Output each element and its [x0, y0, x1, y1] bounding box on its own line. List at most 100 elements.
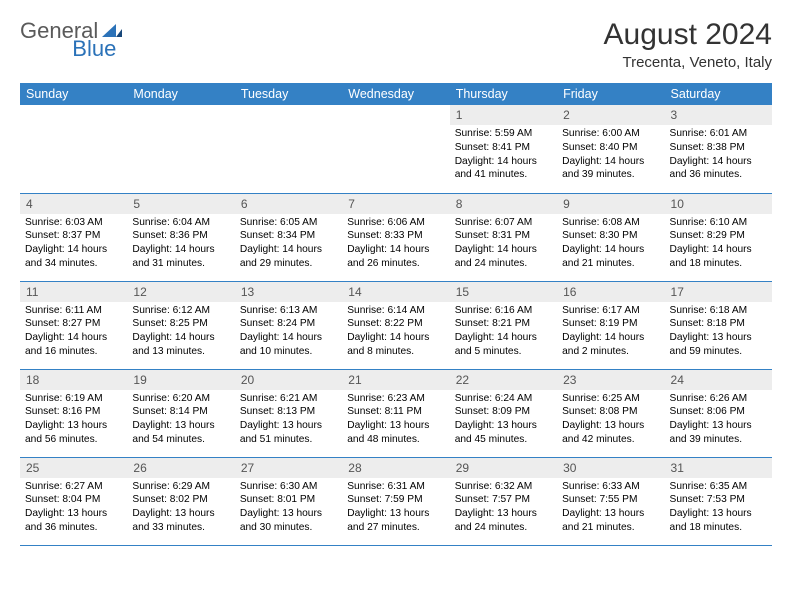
calendar-body: 1Sunrise: 5:59 AMSunset: 8:41 PMDaylight… [20, 105, 772, 545]
calendar-cell: 13Sunrise: 6:13 AMSunset: 8:24 PMDayligh… [235, 281, 342, 369]
day-number: 26 [127, 458, 234, 478]
day-data: Sunrise: 6:33 AMSunset: 7:55 PMDaylight:… [557, 478, 664, 539]
calendar-cell: 8Sunrise: 6:07 AMSunset: 8:31 PMDaylight… [450, 193, 557, 281]
day-data: Sunrise: 6:10 AMSunset: 8:29 PMDaylight:… [665, 214, 772, 275]
day-data: Sunrise: 6:18 AMSunset: 8:18 PMDaylight:… [665, 302, 772, 363]
day-number: 15 [450, 282, 557, 302]
calendar-cell: 7Sunrise: 6:06 AMSunset: 8:33 PMDaylight… [342, 193, 449, 281]
calendar-cell: 12Sunrise: 6:12 AMSunset: 8:25 PMDayligh… [127, 281, 234, 369]
calendar-cell: 11Sunrise: 6:11 AMSunset: 8:27 PMDayligh… [20, 281, 127, 369]
calendar-row: 25Sunrise: 6:27 AMSunset: 8:04 PMDayligh… [20, 457, 772, 545]
header: General Blue August 2024 Trecenta, Venet… [20, 18, 772, 71]
page-subtitle: Trecenta, Veneto, Italy [604, 54, 772, 71]
day-data: Sunrise: 6:30 AMSunset: 8:01 PMDaylight:… [235, 478, 342, 539]
day-data: Sunrise: 6:23 AMSunset: 8:11 PMDaylight:… [342, 390, 449, 451]
logo: General Blue [20, 18, 170, 44]
calendar-cell: 17Sunrise: 6:18 AMSunset: 8:18 PMDayligh… [665, 281, 772, 369]
day-data: Sunrise: 6:29 AMSunset: 8:02 PMDaylight:… [127, 478, 234, 539]
day-number: 9 [557, 194, 664, 214]
day-data: Sunrise: 6:06 AMSunset: 8:33 PMDaylight:… [342, 214, 449, 275]
weekday-header: Sunday [20, 83, 127, 105]
calendar-cell: 2Sunrise: 6:00 AMSunset: 8:40 PMDaylight… [557, 105, 664, 193]
calendar-cell: 4Sunrise: 6:03 AMSunset: 8:37 PMDaylight… [20, 193, 127, 281]
calendar-cell: 5Sunrise: 6:04 AMSunset: 8:36 PMDaylight… [127, 193, 234, 281]
day-number: 21 [342, 370, 449, 390]
calendar-cell: 18Sunrise: 6:19 AMSunset: 8:16 PMDayligh… [20, 369, 127, 457]
calendar-cell [127, 105, 234, 193]
day-number: 30 [557, 458, 664, 478]
calendar-cell: 26Sunrise: 6:29 AMSunset: 8:02 PMDayligh… [127, 457, 234, 545]
day-data: Sunrise: 6:27 AMSunset: 8:04 PMDaylight:… [20, 478, 127, 539]
calendar-cell: 3Sunrise: 6:01 AMSunset: 8:38 PMDaylight… [665, 105, 772, 193]
calendar-cell [235, 105, 342, 193]
day-number: 4 [20, 194, 127, 214]
day-data: Sunrise: 6:04 AMSunset: 8:36 PMDaylight:… [127, 214, 234, 275]
calendar-cell: 28Sunrise: 6:31 AMSunset: 7:59 PMDayligh… [342, 457, 449, 545]
day-number: 28 [342, 458, 449, 478]
day-number: 16 [557, 282, 664, 302]
day-data: Sunrise: 6:24 AMSunset: 8:09 PMDaylight:… [450, 390, 557, 451]
calendar-cell: 29Sunrise: 6:32 AMSunset: 7:57 PMDayligh… [450, 457, 557, 545]
day-number: 31 [665, 458, 772, 478]
calendar-row: 4Sunrise: 6:03 AMSunset: 8:37 PMDaylight… [20, 193, 772, 281]
calendar-cell: 24Sunrise: 6:26 AMSunset: 8:06 PMDayligh… [665, 369, 772, 457]
day-data: Sunrise: 6:13 AMSunset: 8:24 PMDaylight:… [235, 302, 342, 363]
logo-text-blue: Blue [72, 36, 116, 62]
page-title: August 2024 [604, 18, 772, 52]
day-data: Sunrise: 6:01 AMSunset: 8:38 PMDaylight:… [665, 125, 772, 186]
day-data: Sunrise: 6:16 AMSunset: 8:21 PMDaylight:… [450, 302, 557, 363]
day-data: Sunrise: 5:59 AMSunset: 8:41 PMDaylight:… [450, 125, 557, 186]
weekday-header: Saturday [665, 83, 772, 105]
day-data: Sunrise: 6:26 AMSunset: 8:06 PMDaylight:… [665, 390, 772, 451]
calendar-cell: 20Sunrise: 6:21 AMSunset: 8:13 PMDayligh… [235, 369, 342, 457]
weekday-header: Monday [127, 83, 234, 105]
calendar-cell: 10Sunrise: 6:10 AMSunset: 8:29 PMDayligh… [665, 193, 772, 281]
day-data: Sunrise: 6:05 AMSunset: 8:34 PMDaylight:… [235, 214, 342, 275]
day-data: Sunrise: 6:21 AMSunset: 8:13 PMDaylight:… [235, 390, 342, 451]
calendar-row: 18Sunrise: 6:19 AMSunset: 8:16 PMDayligh… [20, 369, 772, 457]
day-data: Sunrise: 6:17 AMSunset: 8:19 PMDaylight:… [557, 302, 664, 363]
calendar-cell: 22Sunrise: 6:24 AMSunset: 8:09 PMDayligh… [450, 369, 557, 457]
day-number: 10 [665, 194, 772, 214]
day-data: Sunrise: 6:25 AMSunset: 8:08 PMDaylight:… [557, 390, 664, 451]
day-number: 17 [665, 282, 772, 302]
weekday-header: Wednesday [342, 83, 449, 105]
day-data: Sunrise: 6:08 AMSunset: 8:30 PMDaylight:… [557, 214, 664, 275]
weekday-header: Thursday [450, 83, 557, 105]
day-number: 5 [127, 194, 234, 214]
day-number: 1 [450, 105, 557, 125]
calendar-cell: 16Sunrise: 6:17 AMSunset: 8:19 PMDayligh… [557, 281, 664, 369]
day-data: Sunrise: 6:19 AMSunset: 8:16 PMDaylight:… [20, 390, 127, 451]
day-number: 3 [665, 105, 772, 125]
day-data: Sunrise: 6:00 AMSunset: 8:40 PMDaylight:… [557, 125, 664, 186]
calendar-cell: 31Sunrise: 6:35 AMSunset: 7:53 PMDayligh… [665, 457, 772, 545]
calendar-cell: 1Sunrise: 5:59 AMSunset: 8:41 PMDaylight… [450, 105, 557, 193]
weekday-header-row: SundayMondayTuesdayWednesdayThursdayFrid… [20, 83, 772, 105]
day-data: Sunrise: 6:03 AMSunset: 8:37 PMDaylight:… [20, 214, 127, 275]
day-number: 13 [235, 282, 342, 302]
title-block: August 2024 Trecenta, Veneto, Italy [604, 18, 772, 71]
day-data: Sunrise: 6:35 AMSunset: 7:53 PMDaylight:… [665, 478, 772, 539]
calendar-cell: 21Sunrise: 6:23 AMSunset: 8:11 PMDayligh… [342, 369, 449, 457]
day-data: Sunrise: 6:12 AMSunset: 8:25 PMDaylight:… [127, 302, 234, 363]
weekday-header: Tuesday [235, 83, 342, 105]
calendar-cell: 30Sunrise: 6:33 AMSunset: 7:55 PMDayligh… [557, 457, 664, 545]
day-data: Sunrise: 6:14 AMSunset: 8:22 PMDaylight:… [342, 302, 449, 363]
calendar-table: SundayMondayTuesdayWednesdayThursdayFrid… [20, 83, 772, 546]
calendar-cell: 15Sunrise: 6:16 AMSunset: 8:21 PMDayligh… [450, 281, 557, 369]
day-number: 6 [235, 194, 342, 214]
calendar-cell: 14Sunrise: 6:14 AMSunset: 8:22 PMDayligh… [342, 281, 449, 369]
day-number: 24 [665, 370, 772, 390]
day-number: 29 [450, 458, 557, 478]
day-number: 18 [20, 370, 127, 390]
day-number: 19 [127, 370, 234, 390]
calendar-cell: 9Sunrise: 6:08 AMSunset: 8:30 PMDaylight… [557, 193, 664, 281]
day-number: 2 [557, 105, 664, 125]
day-data: Sunrise: 6:07 AMSunset: 8:31 PMDaylight:… [450, 214, 557, 275]
calendar-row: 11Sunrise: 6:11 AMSunset: 8:27 PMDayligh… [20, 281, 772, 369]
day-number: 25 [20, 458, 127, 478]
day-data: Sunrise: 6:20 AMSunset: 8:14 PMDaylight:… [127, 390, 234, 451]
day-number: 8 [450, 194, 557, 214]
calendar-row: 1Sunrise: 5:59 AMSunset: 8:41 PMDaylight… [20, 105, 772, 193]
day-number: 22 [450, 370, 557, 390]
